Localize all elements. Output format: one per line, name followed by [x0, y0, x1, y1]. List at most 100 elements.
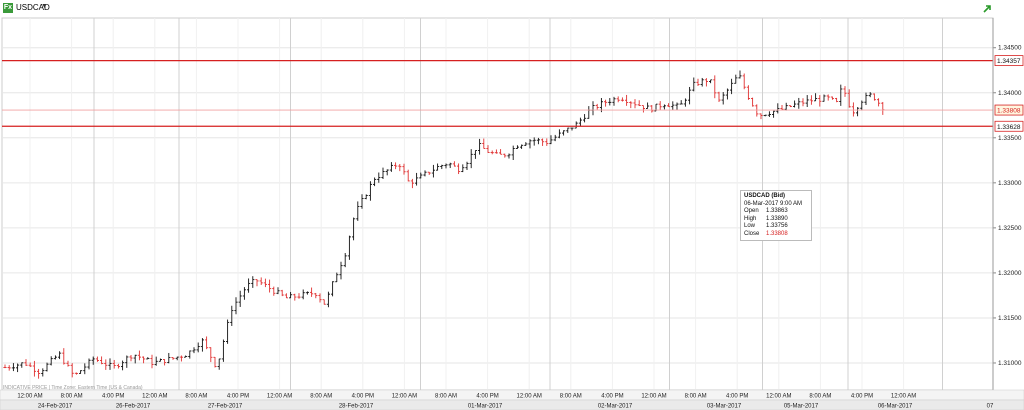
- ohlc-bar[interactable]: [221, 339, 225, 362]
- ohlc-bar[interactable]: [398, 163, 402, 172]
- ohlc-bar[interactable]: [158, 358, 162, 362]
- ohlc-bar[interactable]: [511, 145, 515, 160]
- ohlc-bar[interactable]: [780, 105, 784, 111]
- ohlc-bar[interactable]: [553, 134, 557, 142]
- ohlc-bar[interactable]: [650, 105, 654, 113]
- ohlc-bar[interactable]: [469, 149, 473, 169]
- ohlc-bar[interactable]: [675, 102, 679, 110]
- ohlc-bar[interactable]: [662, 104, 666, 110]
- ohlc-bar[interactable]: [515, 145, 519, 149]
- ohlc-bar[interactable]: [440, 164, 444, 170]
- ohlc-bar[interactable]: [297, 293, 301, 299]
- ohlc-bar[interactable]: [389, 162, 393, 172]
- ohlc-bar[interactable]: [448, 162, 452, 169]
- ohlc-bar[interactable]: [713, 75, 717, 99]
- ohlc-bar[interactable]: [318, 293, 322, 303]
- ohlc-bar[interactable]: [284, 293, 288, 299]
- ohlc-bar[interactable]: [637, 100, 641, 107]
- ohlc-bar[interactable]: [322, 299, 326, 305]
- ohlc-bar[interactable]: [259, 277, 263, 285]
- ohlc-bar[interactable]: [767, 111, 771, 117]
- ohlc-bar[interactable]: [368, 181, 372, 201]
- ohlc-bar[interactable]: [524, 142, 528, 146]
- ohlc-bar[interactable]: [70, 363, 74, 378]
- ohlc-bar[interactable]: [373, 177, 377, 187]
- ohlc-bar[interactable]: [490, 150, 494, 155]
- ohlc-bar[interactable]: [620, 97, 624, 102]
- ohlc-bar[interactable]: [692, 77, 696, 92]
- ohlc-bar[interactable]: [776, 103, 780, 114]
- ohlc-bar[interactable]: [184, 355, 188, 358]
- ohlc-bar[interactable]: [608, 98, 612, 106]
- ohlc-bar[interactable]: [339, 261, 343, 280]
- ohlc-bar[interactable]: [797, 97, 801, 109]
- ohlc-bar[interactable]: [87, 358, 91, 370]
- ohlc-bar[interactable]: [478, 138, 482, 155]
- ohlc-bar[interactable]: [738, 70, 742, 79]
- ohlc-bar[interactable]: [772, 110, 776, 118]
- ohlc-bar[interactable]: [377, 172, 381, 183]
- ohlc-bar[interactable]: [868, 92, 872, 98]
- ohlc-bar[interactable]: [146, 357, 150, 360]
- ohlc-bar[interactable]: [583, 114, 587, 123]
- ohlc-bar[interactable]: [830, 96, 834, 100]
- ohlc-bar[interactable]: [62, 348, 66, 365]
- ohlc-bar[interactable]: [520, 144, 524, 149]
- ohlc-bar[interactable]: [95, 356, 99, 362]
- ohlc-bar[interactable]: [671, 101, 675, 111]
- ohlc-bar[interactable]: [566, 127, 570, 133]
- ohlc-bar[interactable]: [616, 96, 620, 103]
- ohlc-bar[interactable]: [310, 287, 314, 297]
- ohlc-bar[interactable]: [3, 364, 7, 369]
- ohlc-bar[interactable]: [217, 358, 221, 370]
- ohlc-bar[interactable]: [482, 138, 486, 149]
- ohlc-bar[interactable]: [234, 297, 238, 315]
- ohlc-bar[interactable]: [100, 356, 104, 365]
- ohlc-bar[interactable]: [457, 163, 461, 175]
- ohlc-bar[interactable]: [20, 362, 24, 368]
- ohlc-bar[interactable]: [402, 163, 406, 175]
- ohlc-bar[interactable]: [121, 360, 125, 371]
- ohlc-bar[interactable]: [486, 145, 490, 153]
- ohlc-bar[interactable]: [629, 101, 633, 109]
- ohlc-bar[interactable]: [494, 149, 498, 154]
- ohlc-bar[interactable]: [801, 98, 805, 107]
- ohlc-bar[interactable]: [91, 356, 95, 365]
- ohlc-bar[interactable]: [32, 360, 36, 377]
- ohlc-bar[interactable]: [633, 99, 637, 109]
- ohlc-bar[interactable]: [104, 359, 108, 370]
- ohlc-bar[interactable]: [200, 338, 204, 352]
- ohlc-bar[interactable]: [625, 94, 629, 106]
- ohlc-bar[interactable]: [326, 291, 330, 308]
- ohlc-bar[interactable]: [28, 362, 32, 367]
- ohlc-bar[interactable]: [230, 305, 234, 326]
- ohlc-bar[interactable]: [255, 279, 259, 287]
- ohlc-bar[interactable]: [452, 161, 456, 167]
- ohlc-bar[interactable]: [137, 350, 141, 361]
- ohlc-bar[interactable]: [860, 100, 864, 111]
- ohlc-bar[interactable]: [343, 252, 347, 268]
- ohlc-bar[interactable]: [116, 363, 120, 369]
- ohlc-bar[interactable]: [179, 355, 183, 362]
- ohlc-bar[interactable]: [436, 163, 440, 171]
- ohlc-bar[interactable]: [188, 350, 192, 359]
- ohlc-bar[interactable]: [335, 272, 339, 283]
- ohlc-bar[interactable]: [784, 102, 788, 111]
- ohlc-bar[interactable]: [696, 78, 700, 87]
- symbol-selector[interactable]: USDCAD: [16, 3, 50, 12]
- ohlc-bar[interactable]: [877, 98, 881, 107]
- ohlc-bar[interactable]: [872, 93, 876, 101]
- ohlc-bar[interactable]: [499, 149, 503, 155]
- ohlc-bar[interactable]: [612, 96, 616, 106]
- ohlc-bar[interactable]: [658, 101, 662, 111]
- ohlc-bar[interactable]: [381, 167, 385, 179]
- ohlc-bar[interactable]: [826, 94, 830, 101]
- ohlc-bar[interactable]: [503, 153, 507, 158]
- ohlc-bar[interactable]: [704, 78, 708, 87]
- ohlc-bar[interactable]: [394, 162, 398, 170]
- ohlc-bar[interactable]: [574, 121, 578, 129]
- ohlc-bar[interactable]: [591, 101, 595, 116]
- ohlc-bar[interactable]: [142, 356, 146, 364]
- ohlc-bar[interactable]: [545, 138, 549, 146]
